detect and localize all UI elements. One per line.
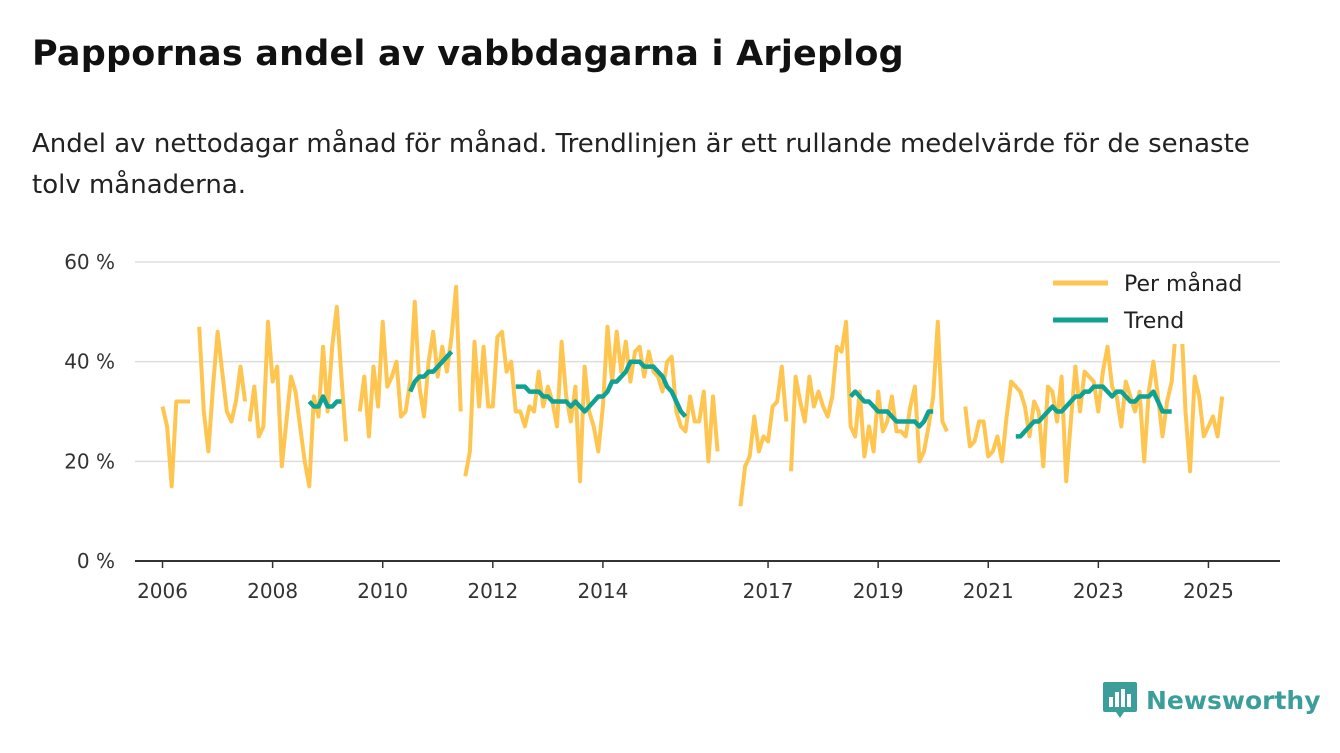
series-line-trend-segment-4 — [1015, 384, 1172, 439]
series-line-trend-segment-2 — [515, 359, 688, 419]
series-line-per-manad-segment-0 — [160, 399, 190, 489]
chart-title: Pappornas andel av vabbdagarna i Arjeplo… — [32, 34, 904, 74]
brand-name: Newsworthy — [1146, 685, 1321, 715]
x-tick-label: 2023 — [1073, 579, 1124, 603]
x-tick-label: 2017 — [743, 579, 794, 603]
newsworthy-logo-icon — [1103, 682, 1137, 718]
x-tick-label: 2025 — [1183, 579, 1234, 603]
x-tick-label: 2006 — [137, 579, 188, 603]
x-tick-label: 2010 — [357, 579, 408, 603]
series-line-per-manad-segment-1 — [197, 326, 248, 454]
y-tick-label: 0 % — [77, 549, 115, 573]
x-tick-label: 2014 — [577, 579, 628, 603]
series-lines — [160, 284, 1225, 507]
x-tick-label: 2012 — [467, 579, 518, 603]
series-line-per-manad-segment-5 — [738, 364, 789, 507]
series-line-per-manad-segment-2 — [247, 304, 348, 489]
x-tick-label: 2008 — [247, 579, 298, 603]
legend: Per månad Trend — [1040, 264, 1270, 344]
legend-label-trend: Trend — [1123, 309, 1184, 334]
x-tick-label: 2019 — [853, 579, 904, 603]
newsworthy-logo: Newsworthy — [1102, 680, 1321, 720]
y-tick-label: 20 % — [64, 449, 115, 473]
series-line-trend-segment-1 — [408, 350, 454, 393]
axes: 0 % 20 % 40 % 60 % 2006 2008 2010 2012 2014 2017 2… — [64, 250, 1280, 603]
y-tick-label: 60 % — [64, 250, 115, 274]
y-tick-label: 40 % — [64, 350, 115, 374]
x-tick-label: 2021 — [963, 579, 1014, 603]
legend-label-per-manad: Per månad — [1124, 271, 1242, 297]
series-line-per-manad-segment-3 — [357, 284, 463, 439]
series-line-per-manad-segment-6 — [789, 319, 949, 472]
chart-subtitle: Andel av nettodagar månad för månad. Tre… — [32, 129, 1250, 200]
legend-background — [1040, 264, 1270, 344]
series-line-trend-segment-3 — [848, 389, 934, 429]
series-line-trend-segment-0 — [307, 394, 342, 409]
